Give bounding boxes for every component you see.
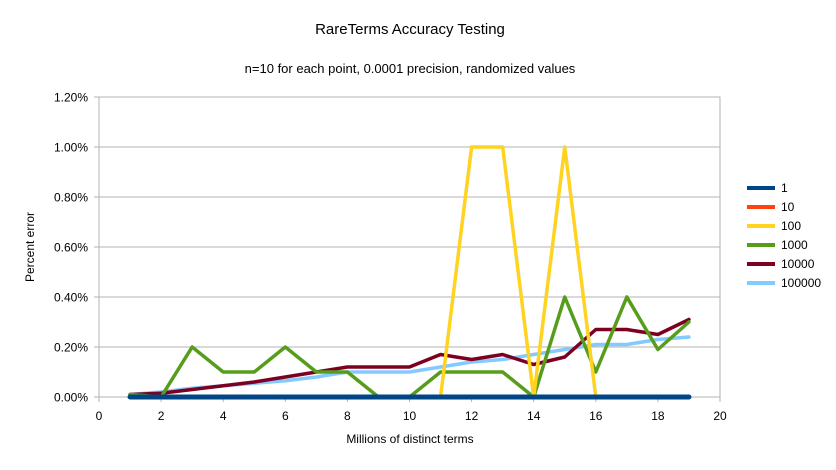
legend-item-10000: 10000 — [747, 258, 821, 270]
x-tick-label: 6 — [282, 409, 289, 423]
legend-item-100000: 100000 — [747, 277, 821, 289]
chart-subtitle: n=10 for each point, 0.0001 precision, r… — [244, 61, 576, 76]
x-tick-label: 4 — [220, 409, 227, 423]
legend-label: 100 — [781, 219, 802, 233]
x-tick-label: 18 — [651, 409, 665, 423]
y-tick-label: 1.20% — [54, 91, 88, 105]
legend: 1 10 100 1000 10000 100000 — [747, 182, 821, 289]
legend-swatch-1 — [747, 186, 775, 190]
y-tick-label: 0.80% — [54, 191, 88, 205]
legend-label: 1 — [781, 181, 788, 195]
x-tick-label: 20 — [713, 409, 727, 423]
legend-item-10: 10 — [747, 201, 821, 213]
chart-title: RareTerms Accuracy Testing — [315, 21, 505, 38]
y-tick-label: 0.20% — [54, 341, 88, 355]
x-tick-label: 2 — [158, 409, 165, 423]
legend-label: 10000 — [781, 257, 815, 271]
legend-item-100: 100 — [747, 220, 821, 232]
y-tick-label: 1.00% — [54, 141, 88, 155]
y-tick-label: 0.60% — [54, 241, 88, 255]
legend-label: 100000 — [781, 276, 822, 290]
series-line-10000 — [128, 317, 691, 397]
legend-item-1: 1 — [747, 182, 821, 194]
legend-label: 10 — [781, 200, 795, 214]
x-tick-label: 10 — [403, 409, 417, 423]
x-tick-label: 0 — [96, 409, 103, 423]
legend-swatch-10 — [747, 205, 775, 209]
legend-swatch-10000 — [747, 262, 775, 266]
x-axis-title: Millions of distinct terms — [346, 432, 474, 446]
legend-swatch-100000 — [747, 281, 775, 285]
x-tick-label: 14 — [527, 409, 541, 423]
legend-item-1000: 1000 — [747, 239, 821, 251]
legend-swatch-100 — [747, 224, 775, 228]
x-tick-label: 8 — [344, 409, 351, 423]
y-tick-label: 0.00% — [54, 391, 88, 405]
x-tick-label: 12 — [465, 409, 479, 423]
legend-swatch-1000 — [747, 243, 775, 247]
legend-label: 1000 — [781, 238, 808, 252]
series-line-100 — [128, 145, 691, 399]
y-axis-title: Percent error — [23, 211, 37, 283]
x-tick-label: 16 — [589, 409, 603, 423]
y-tick-label: 0.40% — [54, 291, 88, 305]
